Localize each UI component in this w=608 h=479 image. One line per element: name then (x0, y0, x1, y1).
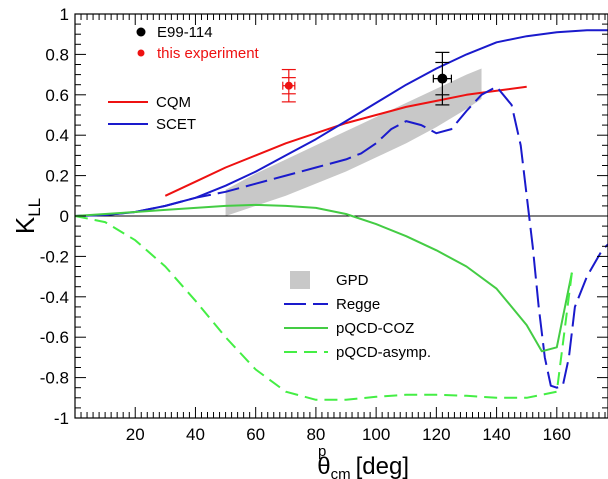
regge-curve (74, 85, 608, 389)
y-tick-label: -0.4 (40, 288, 69, 307)
pqcd-asymp-curve (74, 215, 573, 401)
legend-label-regge: Regge (336, 296, 380, 313)
x-tick-label: 160 (543, 425, 571, 444)
x-axis-title: θcm [deg] (317, 453, 409, 479)
cqm-curve (164, 85, 527, 197)
x-axis-title-symbol: θ (317, 453, 330, 479)
y-tick-label: -0.8 (40, 369, 69, 388)
y-tick-label: 0.2 (45, 167, 69, 186)
scet-curve (74, 29, 608, 217)
pqcd-coz-curve (74, 203, 573, 353)
y-tick-label: -1 (54, 409, 69, 428)
y-tick-label: 0 (60, 207, 69, 226)
legend-label-gpd: GPD (336, 272, 369, 289)
legend-label-e99-114: E99-114 (157, 24, 213, 41)
legend-layer: E99-114 this experiment CQM SCET GPD Regge pQC… (108, 24, 431, 361)
band-layer (225, 68, 482, 216)
x-tick-label: 140 (482, 425, 510, 444)
curve-layer (74, 29, 608, 401)
label-layer: θcm [deg] p KLL (10, 198, 409, 479)
x-axis-title-subscript: cm (331, 466, 351, 479)
x-tick-label: 120 (422, 425, 450, 444)
x-axis-title-unit: [deg] (356, 453, 409, 479)
legend-label-pqcd-asymp: pQCD-asymp. (336, 344, 431, 361)
legend-box-gpd (290, 271, 310, 289)
legend-marker-e99-114 (136, 27, 146, 37)
y-tick-label: 1 (60, 5, 69, 24)
gpd-band (225, 68, 482, 216)
y-tick-label: -0.6 (40, 328, 69, 347)
legend-label-scet: SCET (156, 116, 196, 133)
x-tick-label: 80 (306, 425, 325, 444)
legend-label-this-experiment: this experiment (157, 45, 260, 62)
legend-label-cqm: CQM (156, 94, 191, 111)
y-tick-label: 0.6 (45, 86, 69, 105)
x-tick-label: 40 (186, 425, 205, 444)
y-axis-title-subscript: LL (25, 198, 44, 217)
x-axis-title-superscript: p (318, 443, 326, 460)
this-experiment-point (284, 81, 293, 90)
y-axis-title: KLL (10, 198, 44, 234)
x-tick-label: 100 (362, 425, 390, 444)
legend-label-pqcd-coz: pQCD-COZ (336, 320, 414, 337)
x-tick-label: 20 (126, 425, 145, 444)
legend-marker-this-experiment (137, 49, 145, 57)
tick-layer: 20 40 60 80 100 120 140 160 1 0.8 0.6 0.4 0.2 0 -0.2 -0… (40, 5, 608, 444)
y-tick-label: 0.8 (45, 45, 69, 64)
y-tick-label: -0.2 (40, 247, 69, 266)
x-tick-label: 60 (246, 425, 265, 444)
y-tick-label: 0.4 (45, 126, 69, 145)
y-axis-title-symbol: K (10, 216, 40, 234)
e99-114-point (437, 73, 448, 84)
point-layer (281, 51, 453, 106)
